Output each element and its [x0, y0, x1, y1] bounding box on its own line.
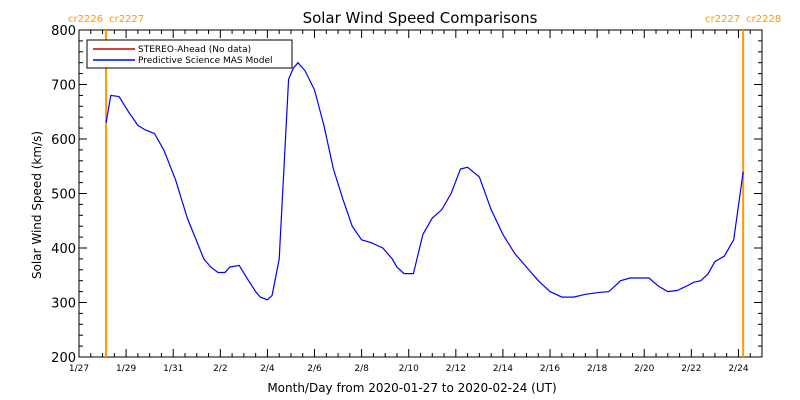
y-axis: 200 300 400 500 600 700 800	[51, 24, 762, 366]
series-group	[105, 61, 744, 301]
y-tick-label: 600	[51, 133, 76, 148]
carrington-label-right: cr2228	[746, 14, 781, 25]
series-line-mas-model	[105, 61, 744, 301]
x-tick-label: 1/27	[69, 364, 89, 374]
x-tick-label: 2/22	[681, 364, 701, 374]
y-axis-label: Solar Wind Speed (km/s)	[30, 131, 44, 279]
x-tick-label: 2/12	[446, 364, 466, 374]
y-tick-label: 700	[51, 79, 76, 94]
x-tick-label: 2/2	[213, 364, 227, 374]
carrington-label-left: cr2226	[68, 14, 103, 25]
x-tick-label: 2/4	[260, 364, 275, 374]
x-tick-label: 2/20	[634, 364, 654, 374]
x-tick-label: 2/18	[587, 364, 607, 374]
carrington-markers: cr2226 cr2227 cr2227 cr2228	[68, 14, 781, 357]
x-tick-label: 1/29	[116, 364, 136, 374]
carrington-label-right: cr2227	[109, 14, 144, 25]
y-tick-label: 400	[51, 242, 76, 257]
chart-title: Solar Wind Speed Comparisons	[303, 9, 538, 27]
x-tick-label: 1/31	[163, 364, 183, 374]
x-tick-label: 2/24	[728, 364, 748, 374]
x-tick-label: 2/8	[354, 364, 369, 374]
y-tick-label: 800	[51, 24, 76, 39]
x-tick-label: 2/14	[493, 364, 513, 374]
plot-border	[78, 29, 763, 358]
legend-box	[86, 39, 293, 69]
legend-label: Predictive Science MAS Model	[138, 56, 273, 66]
x-tick-label: 2/16	[540, 364, 560, 374]
y-tick-label: 300	[51, 297, 76, 312]
x-tick-label: 2/10	[399, 364, 419, 374]
carrington-label-left: cr2227	[705, 14, 740, 25]
x-axis: 1/27 1/29 1/31 2/2 2/4 2/6 2/8 2/10 2/12 2/14 2/16…	[69, 30, 763, 374]
y-tick-label: 500	[51, 188, 76, 203]
plot-frame	[78, 29, 763, 358]
y-tick-label: 200	[51, 351, 76, 366]
x-tick-label: 2/6	[307, 364, 322, 374]
legend-label: STEREO-Ahead (No data)	[138, 45, 251, 55]
x-axis-label: Month/Day from 2020-01-27 to 2020-02-24 …	[267, 381, 556, 395]
legend: STEREO-Ahead (No data)Predictive Science…	[86, 39, 293, 69]
